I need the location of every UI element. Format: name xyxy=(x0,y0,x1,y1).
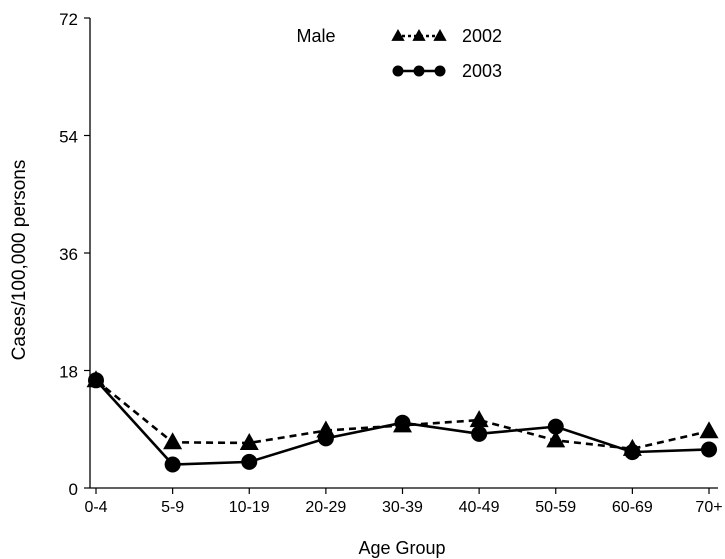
series-2003 xyxy=(88,372,717,473)
x-tick-label: 0-4 xyxy=(84,499,107,516)
legend-label: 2002 xyxy=(462,26,502,46)
series-line-2002 xyxy=(95,379,710,451)
legend-marker xyxy=(392,65,404,77)
x-tick-label: 20-29 xyxy=(305,499,346,516)
y-tick-label: 36 xyxy=(59,245,78,264)
x-tick-label: 60-69 xyxy=(612,499,653,516)
y-tick-label: 18 xyxy=(59,363,78,382)
x-ticks: 0-4 5-9 10-19 20-29 30-39 40-49 50-59 60-69 70+ xyxy=(84,488,723,516)
data-point xyxy=(317,430,334,447)
legend-marker xyxy=(433,29,447,41)
legend-marker xyxy=(434,65,446,77)
legend-entry: 2003 xyxy=(392,61,502,81)
legend: Male 2002 2003 xyxy=(296,26,502,81)
data-point xyxy=(547,418,564,435)
x-tick-label: 30-39 xyxy=(382,499,423,516)
series-layer xyxy=(86,370,719,473)
y-tick-label: 72 xyxy=(59,10,78,29)
legend-entries: 2002 2003 xyxy=(391,26,502,81)
x-tick-label: 5-9 xyxy=(161,499,184,516)
x-tick-label: 70+ xyxy=(695,499,722,516)
data-point xyxy=(699,421,719,439)
data-point xyxy=(546,430,566,448)
legend-entry: 2002 xyxy=(391,26,502,46)
data-point xyxy=(241,453,258,470)
data-point xyxy=(164,456,181,473)
series-2002 xyxy=(86,370,719,456)
data-point xyxy=(163,432,183,450)
legend-marker xyxy=(413,65,425,77)
y-tick-label: 0 xyxy=(69,480,78,499)
y-tick-label: 54 xyxy=(59,128,78,147)
data-point xyxy=(471,425,488,442)
legend-marker xyxy=(412,29,426,41)
data-point xyxy=(624,444,641,461)
data-point xyxy=(88,372,104,389)
data-point xyxy=(394,414,411,431)
x-tick-label: 40-49 xyxy=(459,499,500,516)
data-point xyxy=(239,432,259,450)
legend-marker xyxy=(391,29,405,41)
x-axis-label: Age Group xyxy=(358,538,445,558)
x-tick-label: 10-19 xyxy=(229,499,270,516)
legend-label: 2003 xyxy=(462,61,502,81)
data-point xyxy=(701,441,717,458)
legend-title: Male xyxy=(296,26,335,46)
data-point xyxy=(469,410,489,428)
x-tick-label: 50-59 xyxy=(535,499,576,516)
y-ticks: 0 18 36 54 72 xyxy=(59,10,90,499)
y-axis-label: Cases/100,000 persons xyxy=(9,160,30,361)
